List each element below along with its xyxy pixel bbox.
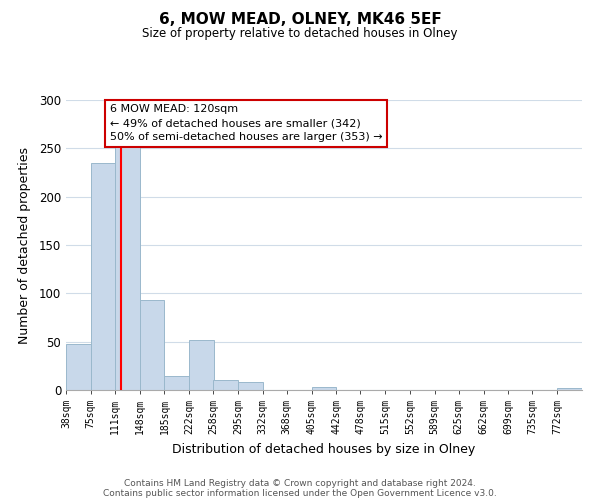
Bar <box>164 376 189 390</box>
Bar <box>238 382 263 390</box>
Bar <box>140 300 164 390</box>
Text: 6, MOW MEAD, OLNEY, MK46 5EF: 6, MOW MEAD, OLNEY, MK46 5EF <box>158 12 442 28</box>
Y-axis label: Number of detached properties: Number of detached properties <box>17 146 31 344</box>
Bar <box>311 387 337 390</box>
Bar <box>115 146 140 390</box>
Text: Contains public sector information licensed under the Open Government Licence v3: Contains public sector information licen… <box>103 488 497 498</box>
Bar <box>213 380 238 390</box>
X-axis label: Distribution of detached houses by size in Olney: Distribution of detached houses by size … <box>172 442 476 456</box>
Bar <box>557 388 582 390</box>
Bar <box>91 163 116 390</box>
Text: Size of property relative to detached houses in Olney: Size of property relative to detached ho… <box>142 28 458 40</box>
Text: Contains HM Land Registry data © Crown copyright and database right 2024.: Contains HM Land Registry data © Crown c… <box>124 478 476 488</box>
Bar <box>66 344 91 390</box>
Bar <box>189 340 214 390</box>
Text: 6 MOW MEAD: 120sqm
← 49% of detached houses are smaller (342)
50% of semi-detach: 6 MOW MEAD: 120sqm ← 49% of detached hou… <box>110 104 382 142</box>
